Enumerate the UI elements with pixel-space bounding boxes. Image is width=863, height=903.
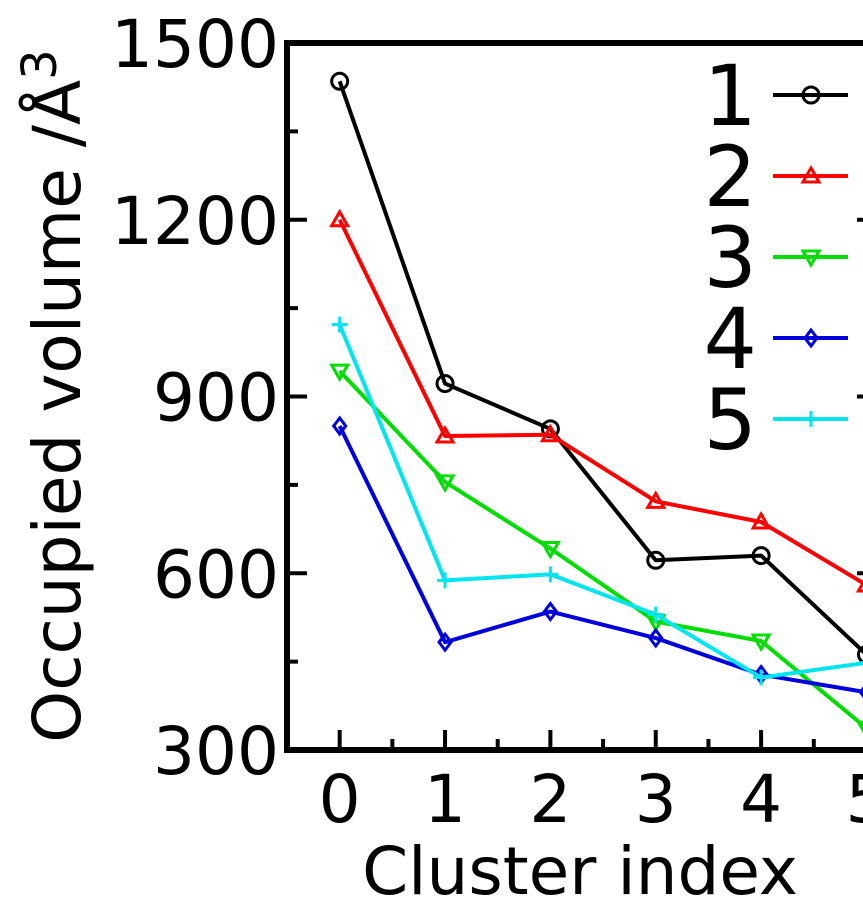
legend-marker bbox=[801, 85, 821, 105]
series-2-line bbox=[337, 218, 863, 586]
x-tick-label: 2 bbox=[529, 761, 571, 838]
series-1-point bbox=[646, 550, 666, 570]
x-tick-label: 0 bbox=[319, 761, 361, 838]
legend-marker bbox=[800, 164, 822, 184]
series-2-point bbox=[539, 423, 561, 443]
series-4 bbox=[331, 415, 863, 699]
series-1-line bbox=[337, 80, 863, 655]
series-5-point bbox=[647, 606, 664, 623]
series-2-point bbox=[750, 510, 772, 530]
legend-label: 2 bbox=[704, 128, 757, 226]
x-tick-label: 5 bbox=[845, 761, 863, 838]
series-4-line bbox=[337, 425, 863, 694]
x-tick-label: 3 bbox=[635, 761, 677, 838]
series-4-point bbox=[858, 686, 863, 699]
legend-entry: 1 bbox=[704, 47, 848, 145]
x-axis-title: Cluster index bbox=[362, 833, 798, 903]
legend-label: 1 bbox=[704, 47, 757, 145]
series-1 bbox=[330, 71, 863, 664]
series-2-point bbox=[329, 208, 351, 228]
legend-marker bbox=[803, 411, 819, 427]
series-5-point bbox=[542, 566, 559, 583]
legend-label: 3 bbox=[704, 209, 757, 307]
series-2-point bbox=[855, 580, 863, 593]
series-1-point bbox=[330, 71, 350, 91]
series-1-point bbox=[751, 546, 771, 566]
series-5-point bbox=[437, 572, 454, 589]
series-3-point bbox=[329, 363, 351, 383]
series-1-point bbox=[856, 645, 863, 664]
legend-marker bbox=[803, 327, 819, 349]
legend-marker bbox=[800, 249, 822, 269]
x-tick-label: 4 bbox=[740, 761, 782, 838]
legend-entry: 4 bbox=[704, 290, 848, 388]
plot-frame bbox=[284, 40, 863, 753]
series-layer bbox=[329, 71, 863, 734]
series-1-point bbox=[435, 374, 455, 394]
series-5-point bbox=[331, 316, 348, 333]
y-tick-label: 300 bbox=[153, 713, 279, 790]
ticks-layer: 30060090012001500012345 bbox=[111, 6, 863, 838]
legend-label: 5 bbox=[704, 371, 757, 469]
y-tick-label: 1500 bbox=[111, 6, 279, 83]
legend-entry: 2 bbox=[704, 128, 848, 226]
y-tick-label: 1200 bbox=[111, 183, 279, 260]
y-axis-title-text: Occupied volume /Å bbox=[19, 80, 96, 743]
legend-entry: 5 bbox=[704, 371, 848, 469]
y-tick-label: 600 bbox=[153, 536, 279, 613]
series-5-point bbox=[858, 661, 863, 665]
series-3-point bbox=[434, 474, 456, 493]
series-4-point bbox=[647, 627, 664, 649]
series-4-point bbox=[331, 415, 348, 437]
series-4-point bbox=[542, 601, 559, 623]
y-axis-title-exponent: 3 bbox=[12, 49, 68, 80]
legend-label: 4 bbox=[704, 290, 757, 388]
series-5 bbox=[331, 316, 863, 686]
y-axis-title: Occupied volume /Å3 bbox=[12, 49, 96, 742]
series-3-line bbox=[338, 369, 863, 728]
series-4-point bbox=[437, 631, 453, 653]
series-3-point bbox=[539, 541, 561, 560]
series-5-line bbox=[337, 323, 863, 680]
y-tick-label: 900 bbox=[153, 360, 279, 437]
series-3-point bbox=[750, 633, 772, 653]
series-5-point bbox=[753, 669, 770, 686]
x-tick-label: 1 bbox=[424, 761, 466, 838]
series-2-point bbox=[645, 490, 667, 509]
legend-entry: 3 bbox=[704, 209, 848, 307]
series-2 bbox=[329, 208, 863, 593]
series-2-point bbox=[434, 424, 456, 444]
series-3-point bbox=[855, 720, 863, 734]
series-3 bbox=[329, 363, 863, 734]
